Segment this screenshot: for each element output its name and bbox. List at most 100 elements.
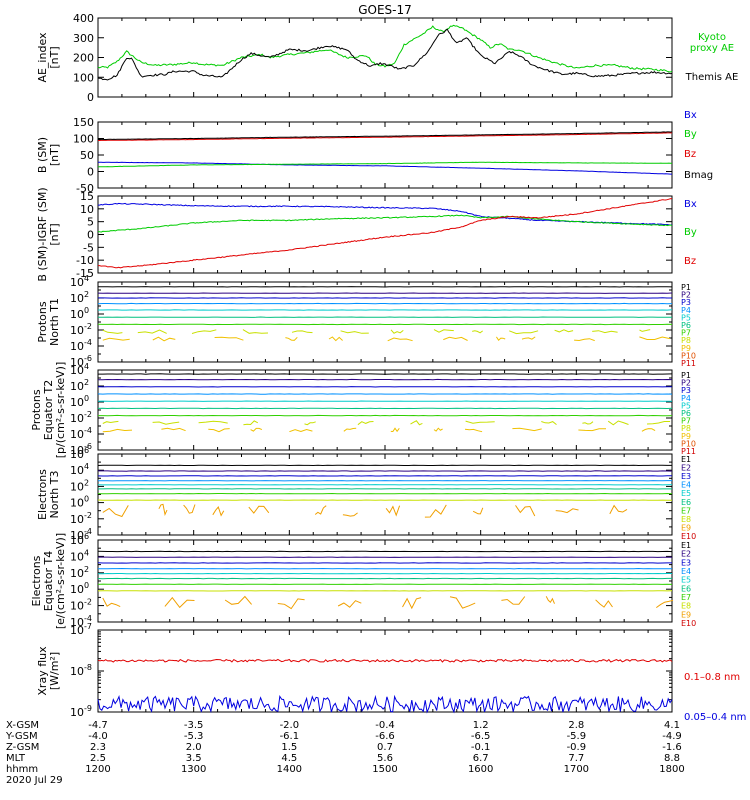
series-segment-p8 (433, 329, 454, 333)
series-segment-p9 (387, 337, 413, 342)
ephemeris-value: 1200 (85, 764, 110, 775)
series-segment-p9 (289, 428, 313, 433)
ephemeris-row-label: Y-GSM (5, 731, 38, 742)
y-tick-label: 104 (70, 462, 89, 477)
y-tick-label: 0 (87, 229, 94, 242)
series-line-by (97, 161, 672, 168)
y-tick-exponent: 4 (84, 362, 89, 371)
legend-label: proxy AE (690, 43, 734, 54)
ephemeris-value: -6.6 (375, 731, 395, 742)
legend-label-p4: P4 (681, 394, 691, 403)
y-tick-exponent: 0 (84, 394, 89, 403)
plot-title: GOES-17 (358, 3, 412, 17)
y-tick-exponent: -2 (84, 322, 92, 331)
series-segment-p9 (521, 336, 536, 340)
series-segment-p8 (340, 330, 369, 334)
legend-label-e2: E2 (681, 550, 691, 559)
ephemeris-row-label: X-GSM (6, 720, 39, 731)
ephemeris-value: -0.1 (471, 742, 491, 753)
ephemeris-value: -0.9 (567, 742, 587, 753)
panel-xr: 10-9 10-8 10-7 Xray flux [W/m²] 0.1–0.8 nm 0.0… (36, 622, 746, 723)
y-tick-exponent: 6 (84, 532, 89, 541)
y-axis-label: Xray flux (36, 646, 49, 696)
series-segment-e9 (424, 504, 447, 518)
legend-label-e8: E8 (681, 515, 691, 524)
series-segment-e9 (183, 504, 196, 514)
legend-label-p7: P7 (681, 417, 691, 426)
ephemeris-row-label: MLT (6, 753, 26, 764)
series-segment-p8 (137, 329, 167, 334)
y-tick-label: 102 (70, 378, 89, 393)
ephemeris-value: -6.1 (280, 731, 300, 742)
panel-frame (97, 17, 673, 98)
legend-label-e6: E6 (681, 584, 691, 593)
legend-label-e9: E9 (681, 610, 691, 619)
series-segment-p8 (472, 330, 483, 334)
series-segment-p8 (357, 421, 374, 426)
ephemeris-row-label: Z-GSM (6, 742, 39, 753)
series-segment-e9 (449, 596, 476, 609)
y-tick-label: 10 (80, 203, 94, 216)
legend-label: Bz (684, 149, 696, 160)
y-tick-exponent: 2 (84, 378, 89, 387)
y-tick-exponent: -4 (84, 614, 92, 623)
ephemeris-value: 1300 (181, 764, 206, 775)
series-segment-p8 (291, 330, 313, 334)
series-segment-e9 (555, 508, 579, 514)
y-axis-label: [W/m²] (48, 652, 61, 690)
y-tick-exponent: 4 (84, 274, 89, 283)
series-segment-p8 (243, 420, 259, 426)
legend-label-p11: P11 (681, 359, 696, 368)
legend-label-e7: E7 (681, 506, 691, 515)
y-tick-exponent: 0 (84, 495, 89, 504)
ephemeris-value: 2.8 (568, 720, 584, 731)
ephemeris-value: -5.3 (184, 731, 204, 742)
y-tick-label: 100 (70, 394, 89, 409)
ephemeris-value: 2.3 (90, 742, 106, 753)
legend-label: Kyoto (698, 32, 726, 43)
series-segment-e9 (402, 597, 422, 610)
legend-label-e10: E10 (681, 619, 696, 628)
legend-label: Themis AE (685, 72, 739, 83)
series-segment-e9 (212, 505, 225, 517)
y-tick-exponent: -9 (84, 704, 92, 713)
legend-label-p5: P5 (681, 313, 691, 322)
panel-frame (97, 629, 673, 713)
series-segment-e9 (102, 597, 121, 608)
series-segment-e9 (342, 512, 358, 517)
series-segment-p8 (242, 329, 269, 334)
series-segment-p8 (541, 421, 557, 425)
y-axis-label: [e/(cm²-s-sr-keV)] (54, 533, 67, 629)
series-segment-p9 (464, 428, 483, 433)
ephemeris-value: 1.5 (281, 742, 297, 753)
series-line-by (97, 214, 673, 233)
legend-label-e3: E3 (681, 472, 691, 481)
series-segment-p8 (554, 329, 574, 333)
legend-label-e10: E10 (681, 532, 696, 541)
y-tick-label: 104 (70, 362, 89, 377)
series-line-bz (98, 198, 673, 269)
y-tick-exponent: -6 (84, 442, 92, 451)
legend-label-p1: P1 (681, 371, 691, 380)
y-tick-exponent: -4 (84, 426, 92, 435)
y-tick-exponent: -4 (84, 338, 92, 347)
y-tick-label: 102 (70, 290, 89, 305)
series-segment-p9 (390, 427, 400, 433)
y-tick-label: 106 (70, 446, 89, 461)
series-segment-p8 (304, 421, 316, 426)
y-axis-label: Electrons (30, 555, 43, 606)
y-tick-exponent: -2 (84, 598, 92, 607)
y-axis-label: B (SM) (36, 137, 49, 173)
legend-label-e5: E5 (681, 576, 691, 585)
panel-frame (97, 539, 673, 623)
series-line-bmag (98, 131, 673, 140)
series-segment-p9 (102, 428, 133, 433)
legend-label-e2: E2 (681, 464, 691, 473)
series-segment-e9 (501, 596, 526, 605)
series-segment-p9 (250, 427, 263, 432)
y-tick-label: -5 (83, 241, 94, 254)
y-tick-exponent: 2 (84, 565, 89, 574)
ephemeris-value: -0.4 (375, 720, 395, 731)
